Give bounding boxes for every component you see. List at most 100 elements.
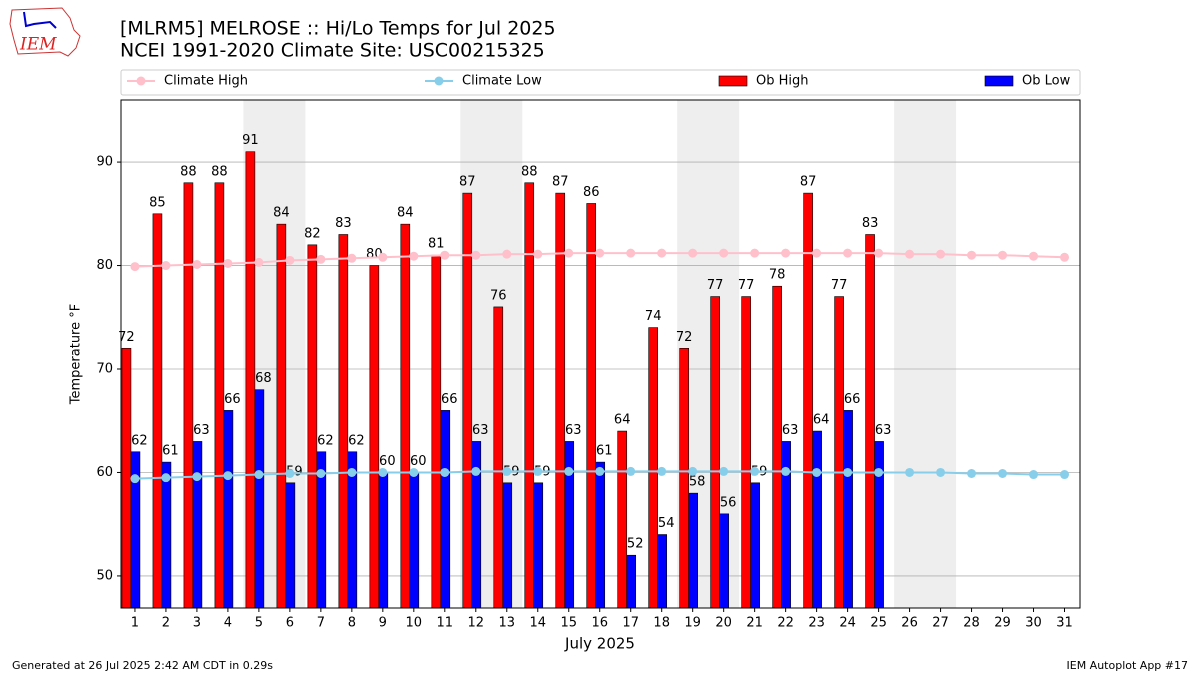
data-label: 61 <box>162 444 179 459</box>
climate-point <box>781 466 791 476</box>
climate-point <box>1060 252 1070 262</box>
climate-point <box>626 466 636 476</box>
legend-marker <box>434 76 444 86</box>
climate-point <box>688 466 698 476</box>
climate-point <box>223 258 233 268</box>
data-label: 87 <box>800 175 817 190</box>
bar <box>874 441 884 609</box>
legend-label: Ob Low <box>1022 74 1071 89</box>
bar <box>741 296 751 609</box>
data-label: 63 <box>875 423 892 438</box>
bar <box>121 348 132 609</box>
bar <box>781 441 791 609</box>
climate-point <box>688 248 698 258</box>
bar <box>524 182 535 609</box>
x-axis-label: July 2025 <box>564 635 635 653</box>
bar <box>493 306 504 609</box>
y-tick-label: 70 <box>96 362 113 377</box>
data-label: 63 <box>565 423 582 438</box>
climate-point <box>378 252 388 262</box>
climate-point <box>502 466 512 476</box>
data-label: 77 <box>831 278 848 293</box>
data-label: 83 <box>335 216 352 231</box>
x-tick-label: 22 <box>777 616 794 631</box>
x-tick-label: 14 <box>529 616 546 631</box>
x-tick-label: 30 <box>1025 616 1042 631</box>
data-label: 91 <box>242 133 259 148</box>
bar <box>440 410 451 609</box>
bar <box>555 192 566 609</box>
bar <box>865 234 875 609</box>
x-tick-label: 20 <box>715 616 732 631</box>
bar <box>719 513 729 609</box>
climate-point <box>657 466 667 476</box>
data-label: 63 <box>472 423 489 438</box>
bar <box>214 182 225 609</box>
bar <box>276 223 287 609</box>
climate-point <box>998 250 1008 260</box>
data-label: 66 <box>441 392 458 407</box>
bar <box>152 213 163 609</box>
legend-swatch <box>718 75 748 87</box>
climate-point <box>440 467 450 477</box>
x-tick-label: 12 <box>468 616 485 631</box>
climate-point <box>161 261 171 271</box>
chart-title: [MLRM5] MELROSE :: Hi/Lo Temps for Jul 2… <box>120 18 556 40</box>
data-label: 58 <box>689 475 706 490</box>
climate-point <box>471 466 481 476</box>
bar <box>161 461 172 609</box>
bar <box>285 482 296 609</box>
data-label: 84 <box>273 206 290 221</box>
data-label: 85 <box>149 195 166 210</box>
climate-point <box>409 467 419 477</box>
climate-point <box>347 253 357 263</box>
bar <box>617 430 628 609</box>
x-tick-label: 3 <box>193 616 201 631</box>
x-tick-label: 24 <box>839 616 856 631</box>
bar <box>812 430 822 609</box>
legend-label: Climate High <box>164 74 248 89</box>
data-label: 84 <box>397 206 414 221</box>
data-label: 63 <box>782 423 799 438</box>
climate-point <box>409 251 419 261</box>
climate-point <box>967 468 977 478</box>
x-tick-label: 9 <box>379 616 387 631</box>
climate-point <box>967 250 977 260</box>
bar <box>378 472 389 609</box>
bar <box>834 296 844 609</box>
data-label: 64 <box>813 413 830 428</box>
data-label: 62 <box>131 433 148 448</box>
bar <box>471 441 482 609</box>
bar <box>369 265 380 609</box>
data-label: 66 <box>224 392 241 407</box>
logo: IEM <box>9 7 81 57</box>
data-label: 72 <box>118 330 135 345</box>
climate-point <box>719 248 729 258</box>
plot-frame <box>120 99 1081 609</box>
climate-point <box>254 257 264 267</box>
logo-icon <box>23 11 57 29</box>
x-tick-label: 25 <box>870 616 887 631</box>
y-axis-label: Temperature °F <box>69 304 84 405</box>
x-tick-label: 6 <box>286 616 294 631</box>
x-tick-label: 27 <box>932 616 949 631</box>
climate-point <box>626 248 636 258</box>
data-label: 86 <box>583 185 600 200</box>
climate-point <box>843 467 853 477</box>
climate-point <box>812 248 822 258</box>
bar <box>254 389 265 609</box>
data-label: 77 <box>738 278 755 293</box>
data-label: 74 <box>645 309 662 324</box>
x-tick-label: 1 <box>131 616 139 631</box>
climate-point <box>254 470 264 480</box>
climate-point <box>130 262 140 272</box>
logo-outline <box>9 7 81 57</box>
climate-point <box>905 467 915 477</box>
legend-box <box>120 69 1081 96</box>
climate-point <box>533 249 543 259</box>
data-label: 60 <box>410 454 427 469</box>
climate-point <box>285 468 295 478</box>
climate-point <box>657 248 667 258</box>
data-label: 61 <box>596 444 613 459</box>
